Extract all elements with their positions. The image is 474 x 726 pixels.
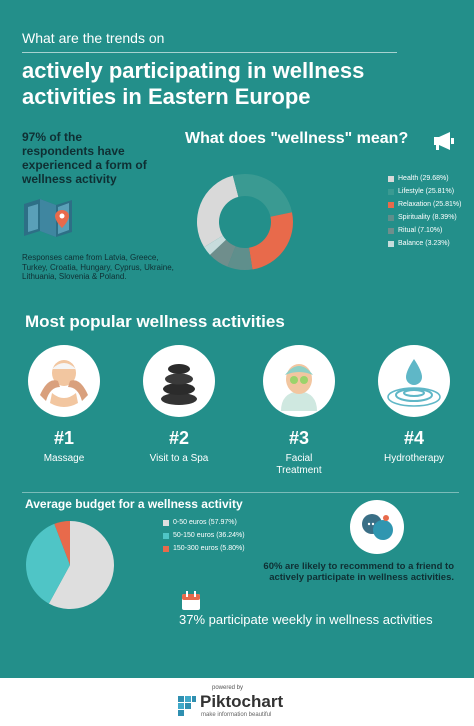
wellness-donut-chart [197,174,293,270]
powered-by-label: powered by [212,685,244,691]
activity-rank: #3 [288,428,310,448]
massage-icon [40,360,88,407]
wellness-donut-slice-6 [204,235,227,255]
activity-name: Hydrotherapy [383,453,445,464]
legend-swatch [163,532,169,539]
legend-label: Relaxation (25.81%) [398,201,462,208]
wellness-donut-slice-1 [197,175,239,248]
budget-pie-chart [26,521,114,609]
legend-swatch [388,188,394,195]
legend-item: Spirituality (8.39%) [388,214,457,221]
legend-item: Lifestyle (25.81%) [388,188,454,195]
activity-name: Facial Treatment [276,453,322,476]
footer: powered by Piktochart make information b… [0,678,474,726]
recommend-stat: 60% are likely to recommend to a friend … [263,561,454,583]
wellness-donut-slice-2 [232,174,292,217]
brand-tagline: make information beautiful [201,712,272,718]
wellness-heading: What does "wellness" mean? [185,130,409,147]
budget-pie-slice-2 [26,523,70,604]
piktochart-brand: Piktochart [200,692,284,711]
countries-note: Responses came from Latvia, Greece, Turk… [22,253,174,281]
chat-circle [350,500,404,554]
legend-label: 50-150 euros (36.24%) [173,532,245,539]
legend-item: Ritual (7.10%) [388,227,442,234]
water-drop-icon [387,359,441,407]
budget-pie-slice-3 [54,521,70,565]
wellness-donut-slice-3 [249,212,293,270]
legend-item: 0-50 euros (57.97%) [163,519,237,526]
legend-item: 50-150 euros (36.24%) [163,532,245,539]
spa-circle [143,345,215,417]
massage-circle [28,345,100,417]
spa-stones-icon [161,364,197,405]
section-divider [22,492,459,493]
legend-item: 150-300 euros (5.80%) [163,545,245,552]
activities-heading: Most popular wellness activities [25,312,285,331]
legend-label: Balance (3.23%) [398,240,450,247]
legend-label: Spirituality (8.39%) [398,214,457,221]
activity-rank: #4 [403,428,425,448]
megaphone-icon [434,132,454,150]
legend-label: Ritual (7.10%) [398,227,443,234]
legend-swatch [388,214,394,221]
legend-label: 0-50 euros (57.97%) [173,519,237,526]
hydrotherapy-circle [378,345,450,417]
budget-pie-slice-1 [48,521,114,609]
calendar-icon [182,591,200,610]
piktochart-logo-icon [178,696,196,716]
legend-label: Lifestyle (25.81%) [398,188,455,195]
legend-swatch [388,201,394,208]
facial-treatment-icon [281,364,317,411]
wellness-donut-slice-5 [209,239,236,267]
legend-swatch [163,545,169,552]
chat-bubbles-icon [362,514,393,540]
facial-circle [263,345,335,417]
activity-rank: #2 [168,428,190,448]
activity-name: Massage [43,453,85,464]
legend-item: Health (29.68%) [388,175,449,182]
page-title: actively participating in wellness activ… [22,58,365,109]
legend-swatch [388,240,394,247]
legend-swatch [163,519,169,526]
legend-label: Health (29.68%) [398,175,449,182]
legend-swatch [388,227,394,234]
wellness-donut-slice-4 [227,246,253,270]
activity-name: Visit to a Spa [149,453,209,464]
respondents-stat: 97% of the respondents have experienced … [22,130,147,186]
legend-item: Relaxation (25.81%) [388,201,461,208]
legend-label: 150-300 euros (5.80%) [173,545,245,552]
weekly-stat: 37% participate weekly in wellness activ… [179,612,433,627]
header-divider [22,52,397,53]
activity-rank: #1 [53,428,75,448]
header-subtitle: What are the trends on [22,30,165,46]
legend-swatch [388,175,394,182]
budget-heading: Average budget for a wellness activity [25,497,243,511]
legend-item: Balance (3.23%) [388,240,450,247]
map-icon [24,199,72,237]
